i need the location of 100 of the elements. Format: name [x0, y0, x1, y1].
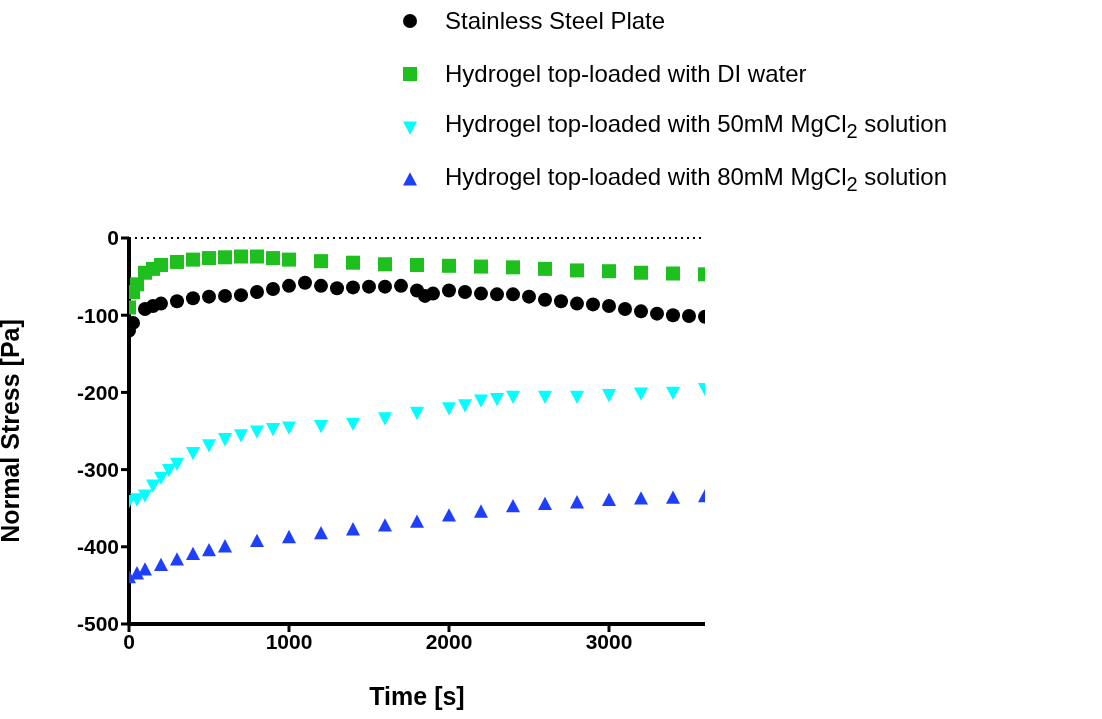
point	[506, 260, 520, 275]
point	[650, 306, 664, 321]
point	[602, 298, 616, 313]
point	[218, 250, 232, 265]
point	[202, 439, 216, 453]
point	[146, 479, 160, 493]
point	[314, 254, 328, 269]
x-tick-label: 1000	[265, 629, 313, 653]
point	[634, 265, 648, 280]
point	[266, 251, 280, 266]
point	[218, 433, 232, 447]
point	[410, 258, 424, 273]
point	[250, 249, 264, 264]
point	[522, 289, 536, 304]
point	[186, 252, 200, 267]
point	[234, 288, 248, 303]
x-tick-label: 0	[123, 629, 135, 653]
point	[218, 539, 232, 553]
point	[490, 287, 504, 302]
point	[442, 508, 456, 522]
point	[250, 533, 264, 547]
point	[474, 286, 488, 301]
point	[346, 280, 360, 295]
point	[554, 294, 568, 309]
point	[130, 277, 144, 292]
point	[346, 255, 360, 270]
point	[170, 457, 184, 472]
point	[490, 392, 504, 407]
point	[378, 279, 392, 294]
point	[186, 447, 200, 461]
point	[410, 514, 424, 528]
point	[170, 294, 184, 309]
legend-label: Stainless Steel Plate	[445, 6, 666, 35]
point	[618, 302, 632, 317]
point	[634, 304, 648, 319]
x-tick-label: 3000	[585, 629, 633, 653]
point	[442, 402, 456, 416]
point	[634, 387, 648, 401]
point	[154, 471, 168, 486]
point	[634, 491, 648, 505]
point	[282, 278, 296, 293]
point	[154, 258, 168, 273]
y-tick-label: -400	[76, 535, 119, 559]
point	[202, 542, 216, 557]
point	[346, 522, 360, 536]
point	[666, 490, 680, 504]
point	[314, 525, 328, 540]
point	[602, 492, 616, 507]
point	[362, 279, 376, 294]
point	[154, 296, 168, 311]
point	[346, 417, 360, 431]
point	[378, 518, 392, 532]
point	[282, 252, 296, 267]
point	[250, 285, 264, 300]
point	[314, 420, 328, 434]
point	[202, 289, 216, 304]
point	[538, 496, 552, 510]
point	[298, 275, 312, 290]
point	[154, 557, 168, 571]
point	[570, 263, 584, 278]
point	[378, 257, 392, 272]
point	[162, 464, 176, 478]
y-tick-label: -300	[76, 458, 119, 482]
point	[506, 390, 520, 404]
point	[394, 278, 408, 293]
point	[474, 259, 488, 274]
point	[282, 421, 296, 435]
point	[410, 406, 424, 421]
point	[186, 546, 200, 561]
point	[266, 423, 280, 437]
x-axis-title: Time [s]	[369, 682, 465, 710]
point	[538, 292, 552, 307]
point	[314, 278, 328, 293]
legend-label: Hydrogel top-loaded with DI water	[445, 59, 807, 88]
y-tick-label: -500	[76, 612, 119, 636]
point	[506, 498, 520, 513]
legend-label: Hydrogel top-loaded with 80mM MgCl$_{2}$ solution	[445, 163, 948, 196]
point	[474, 394, 488, 408]
point	[538, 390, 552, 404]
point	[586, 297, 600, 312]
point	[570, 390, 584, 404]
y-tick-label: -100	[76, 303, 119, 327]
point	[602, 389, 616, 403]
point	[426, 286, 440, 301]
point	[234, 249, 248, 264]
point	[186, 291, 200, 306]
point	[202, 251, 216, 266]
point	[378, 412, 392, 426]
y-tick-label: -200	[76, 380, 119, 404]
point	[218, 288, 232, 303]
point	[170, 254, 184, 269]
y-axis-title: Normal Stress [Pa]	[0, 319, 24, 543]
point	[234, 429, 248, 443]
point	[666, 386, 680, 401]
point	[570, 495, 584, 509]
point	[602, 264, 616, 279]
point	[682, 308, 696, 323]
x-tick-label: 2000	[425, 629, 473, 653]
point	[266, 281, 280, 296]
point	[666, 308, 680, 323]
